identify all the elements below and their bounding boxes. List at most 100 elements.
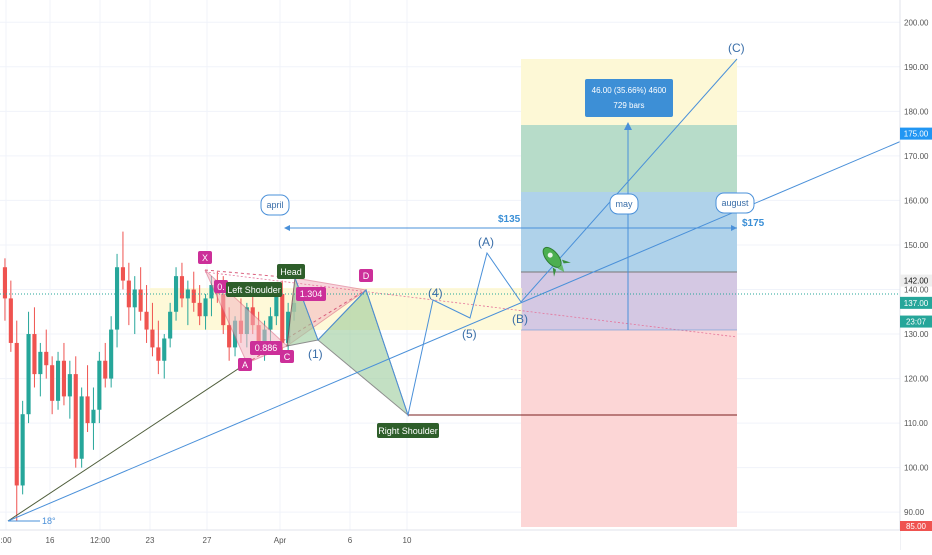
candle [162, 334, 167, 379]
candle [14, 320, 19, 522]
svg-text:23:07: 23:07 [906, 318, 927, 327]
y-tick-label: 190.00 [904, 63, 929, 72]
candle [126, 262, 131, 326]
price-badge: 137.00 [900, 296, 932, 309]
candle [50, 356, 55, 415]
arrow-right [731, 225, 737, 231]
arrow-left [284, 225, 290, 231]
svg-text:august: august [721, 198, 749, 208]
candle [73, 356, 78, 468]
pattern-dash-ad [246, 289, 367, 364]
candle [55, 351, 61, 410]
label-right-shoulder: Right Shoulder [378, 426, 438, 436]
zone-green [521, 125, 737, 192]
candle [38, 342, 43, 397]
candle [203, 293, 208, 330]
price-badge: 142.00 [900, 274, 932, 287]
y-tick-label: 160.00 [904, 196, 929, 205]
y-tick-label: 200.00 [904, 18, 929, 27]
measure-line2: 729 bars [613, 101, 644, 110]
svg-text:may: may [615, 199, 633, 209]
x-tick-label: 10 [403, 536, 412, 545]
candle [8, 280, 13, 352]
zone-red [521, 330, 737, 527]
head-shoulders [286, 277, 737, 417]
bubble-august: august [715, 192, 755, 214]
x-axis[interactable]: :00 16 12:00 23 27 Apr 6 10 [0, 529, 900, 550]
x-tick-label: 6 [348, 536, 353, 545]
badge-85: 85.00 [906, 522, 927, 531]
candle [79, 387, 84, 468]
candle [280, 280, 285, 352]
svg-text:april: april [266, 200, 283, 210]
measure-box[interactable]: 46.00 (35.66%) 4600 729 bars [585, 79, 673, 117]
trendline-dark [7, 362, 248, 522]
label-175: $175 [742, 218, 765, 229]
candle [103, 342, 108, 388]
y-tick-label: 140.00 [904, 285, 929, 294]
ratio-1304: 1.304 [300, 289, 323, 299]
price-badge: 175.00 [900, 127, 932, 140]
wave-B: (B) [512, 312, 528, 326]
svg-text:175.00: 175.00 [904, 130, 929, 139]
candle [132, 276, 137, 335]
trendline-pink [204, 271, 738, 338]
y-axis[interactable]: 90.00 100.00 110.00 120.00 130.00 140.00 150.0… [899, 0, 932, 550]
candle [197, 285, 202, 326]
y-tick-label: 120.00 [904, 375, 929, 384]
wave-C: (C) [728, 41, 745, 55]
candle [109, 316, 114, 388]
candle [138, 267, 143, 321]
candle [179, 262, 185, 308]
wave-labels: (1) (4) (5) (A) (B) (C) [308, 41, 745, 361]
candle [168, 302, 173, 348]
elliott-wave-path [294, 58, 738, 417]
measure-arrow [624, 122, 632, 130]
measure-line1: 46.00 (35.66%) 4600 [592, 86, 667, 95]
trend-lines [0, 58, 932, 522]
candle [114, 253, 120, 348]
candle [156, 320, 161, 375]
candle [91, 387, 96, 450]
point-D: D [363, 271, 370, 281]
label-head: Head [280, 267, 302, 277]
y-tick-label: 90.00 [904, 508, 925, 517]
angle-label: 18° [42, 516, 56, 526]
x-tick-label: :00 [0, 536, 12, 545]
hs-labels: Left Shoulder Head Right Shoulder [226, 264, 439, 438]
point-X: X [202, 253, 208, 263]
wave-A: (A) [478, 235, 494, 249]
bubbles: april may august [260, 192, 755, 216]
y-tick-label: 180.00 [904, 107, 929, 116]
wave-4: (4) [428, 286, 443, 300]
candle [150, 302, 155, 357]
label-135: $135 [498, 214, 521, 225]
y-tick-label: 170.00 [904, 152, 929, 161]
svg-text:142.00: 142.00 [904, 277, 929, 286]
candle [44, 329, 49, 379]
point-A: A [242, 360, 248, 370]
candle [97, 351, 102, 424]
point-C: C [284, 352, 291, 362]
bubble-may: may [609, 193, 639, 215]
rocket-icon [542, 246, 571, 277]
x-tick-label: Apr [274, 536, 287, 545]
candle [2, 258, 8, 321]
candle [144, 285, 149, 343]
candle [20, 400, 25, 495]
wave-5: (5) [462, 327, 477, 341]
candle [173, 267, 179, 321]
candle [120, 231, 126, 290]
svg-text:137.00: 137.00 [904, 299, 929, 308]
bubble-april: april [260, 194, 290, 216]
candles-group [2, 231, 297, 522]
candle [67, 360, 72, 419]
candle [191, 271, 196, 312]
x-tick-label: 12:00 [90, 536, 111, 545]
y-tick-label: 100.00 [904, 464, 929, 473]
label-left-shoulder: Left Shoulder [227, 285, 281, 295]
y-tick-label: 130.00 [904, 330, 929, 339]
ratio-partial: 0. [217, 282, 225, 292]
